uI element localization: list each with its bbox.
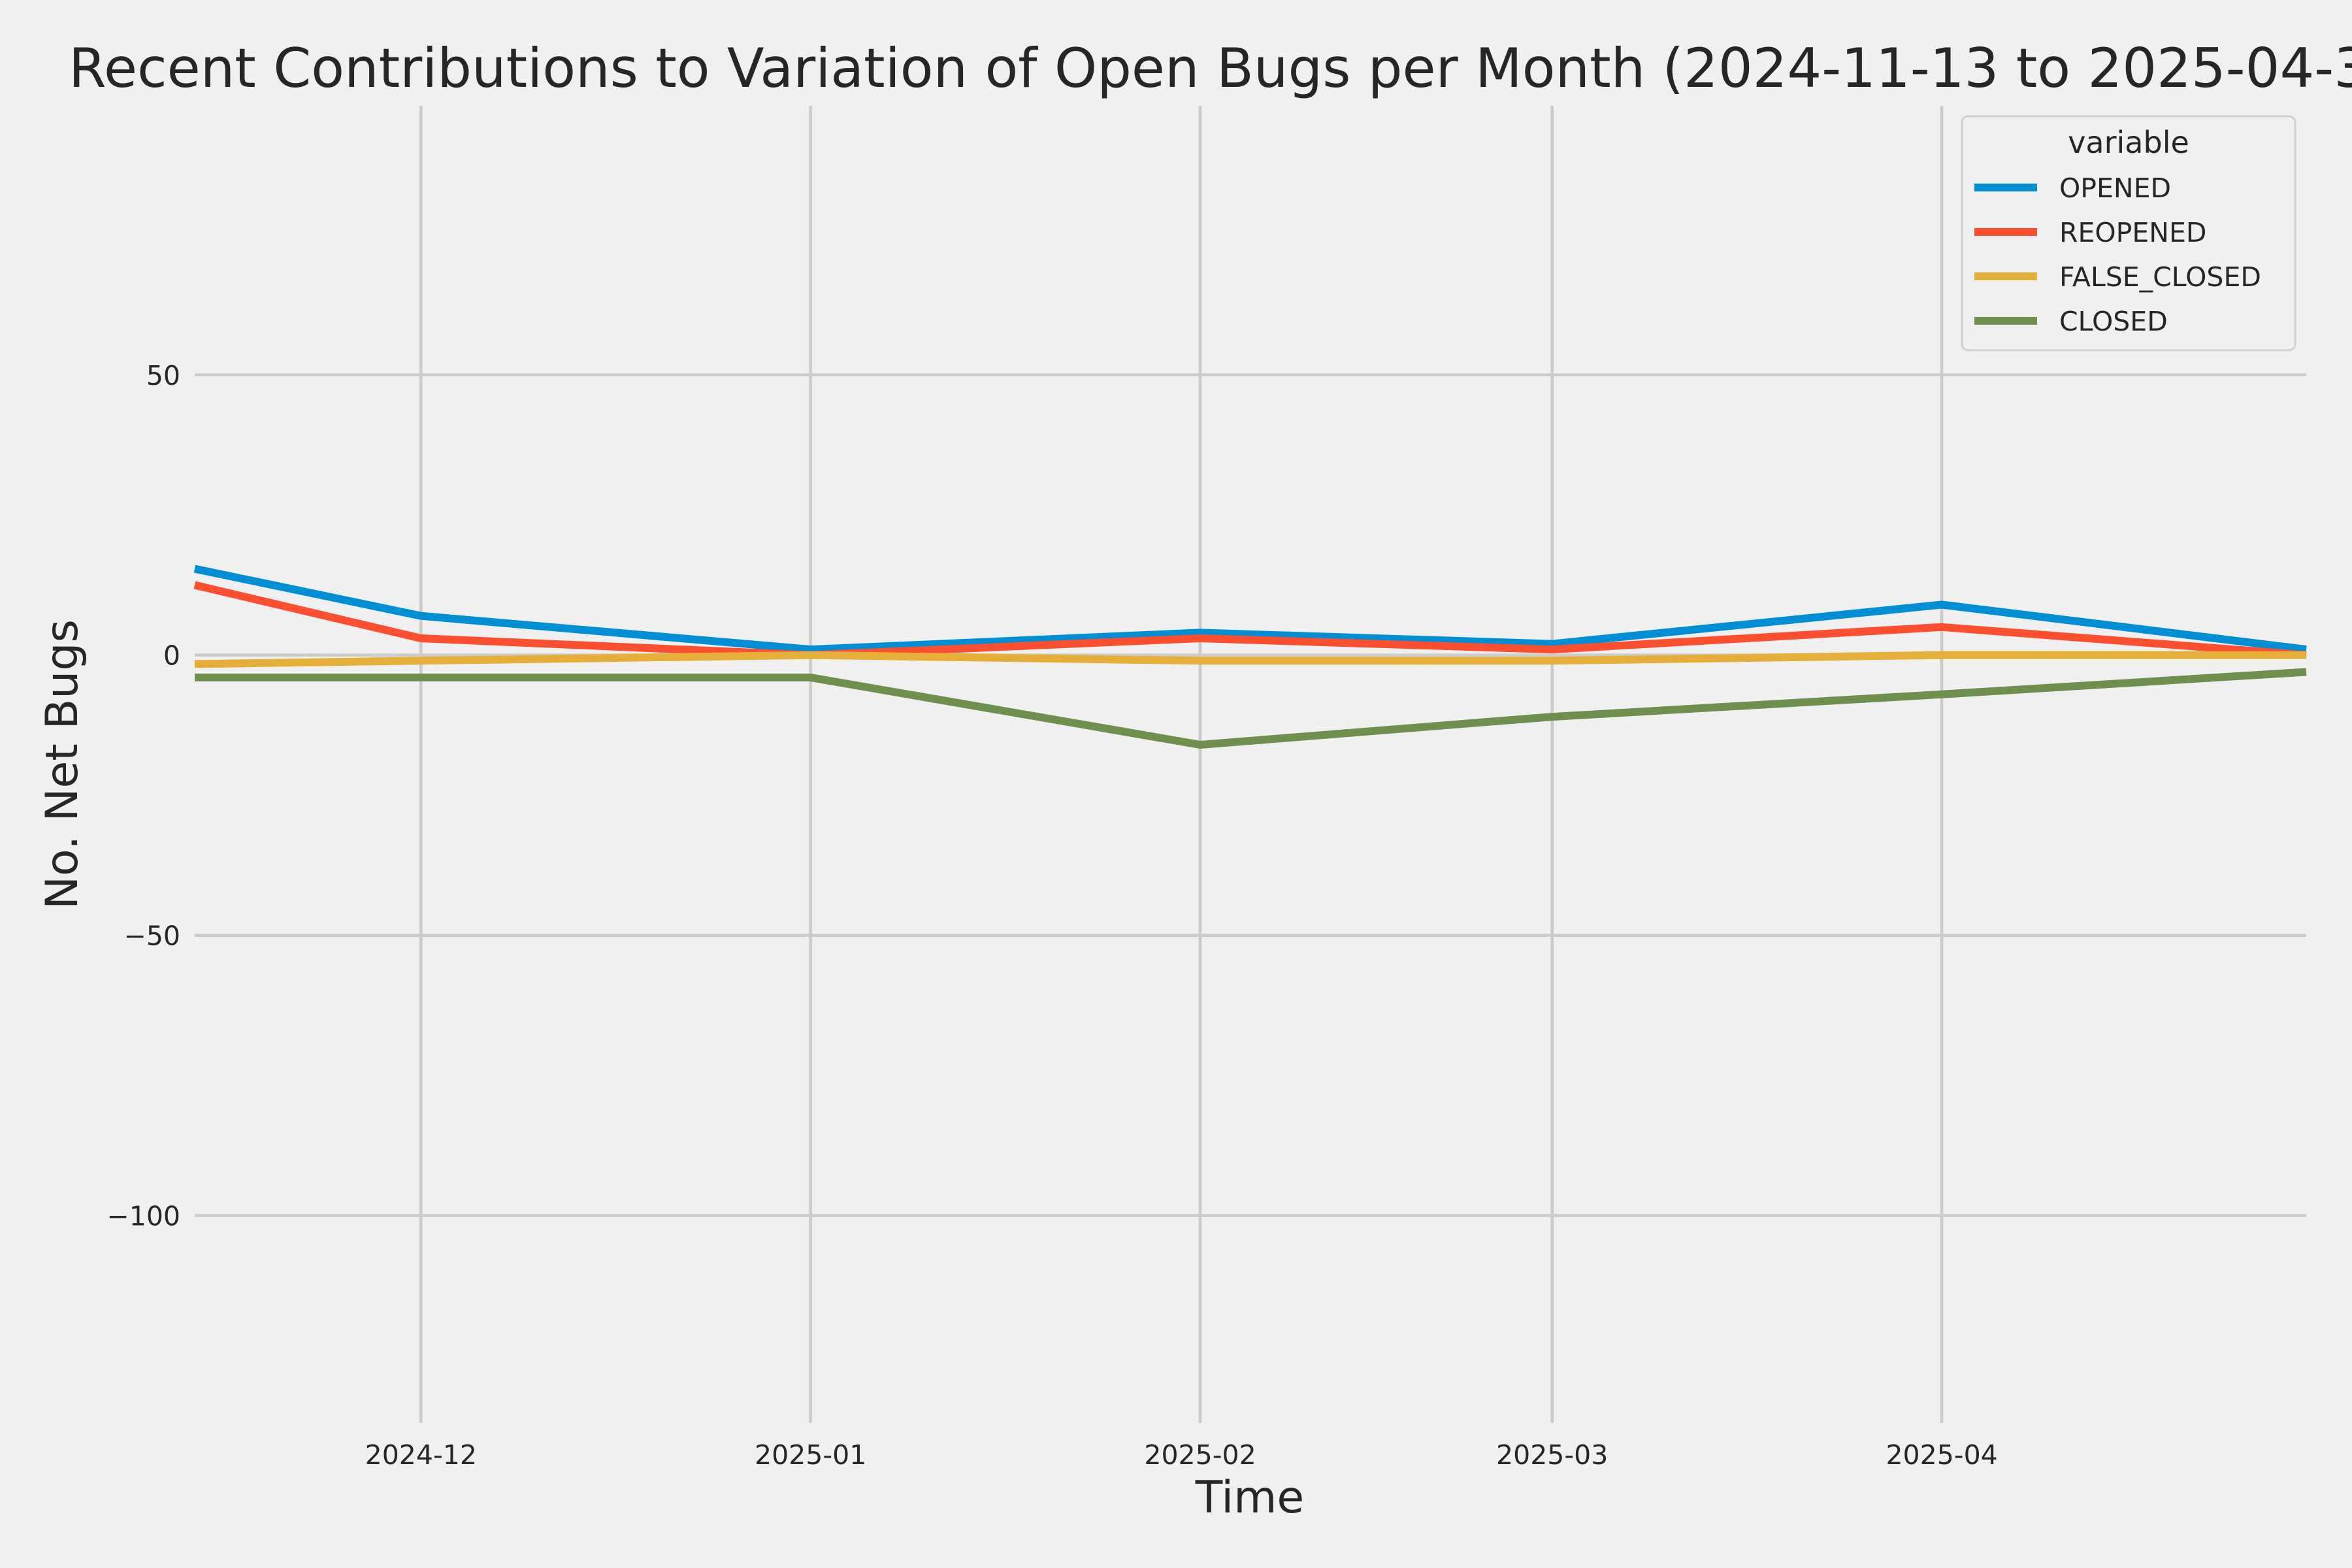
x-tick-label: 2025-01 xyxy=(755,1439,866,1471)
y-tick-label: −50 xyxy=(123,921,180,952)
chart-root: 50 0 −50 −100 2024-12 2025-01 2025-02 2025-03 20… xyxy=(0,0,2352,1568)
legend-title: variable xyxy=(2068,125,2189,160)
line-chart: 50 0 −50 −100 2024-12 2025-01 2025-02 2025-03 20… xyxy=(0,0,2352,1568)
legend-label-closed: CLOSED xyxy=(2059,306,2168,337)
x-tick-label: 2024-12 xyxy=(365,1439,477,1471)
legend: variable OPENED REOPENED FALSE_CLOSED CLOSE… xyxy=(1962,116,2295,350)
x-axis-title: Time xyxy=(1195,1472,1304,1524)
x-tick-label: 2025-04 xyxy=(1886,1439,1997,1471)
x-tick-label: 2025-02 xyxy=(1144,1439,1256,1471)
y-tick-label: −100 xyxy=(106,1201,180,1232)
legend-label-reopened: REOPENED xyxy=(2059,217,2206,248)
legend-label-opened: OPENED xyxy=(2059,172,2171,204)
y-tick-label: 0 xyxy=(163,640,180,672)
legend-label-false-closed: FALSE_CLOSED xyxy=(2059,261,2261,293)
tick-layer: 50 0 −50 −100 2024-12 2025-01 2025-02 2025-03 20… xyxy=(106,360,1997,1471)
chart-title: Recent Contributions to Variation of Ope… xyxy=(69,37,2352,100)
series-line-closed xyxy=(195,672,2306,745)
x-tick-label: 2025-03 xyxy=(1496,1439,1608,1471)
y-axis-title: No. Net Bugs xyxy=(37,619,88,909)
y-tick-label: 50 xyxy=(146,360,180,391)
series-layer xyxy=(195,569,2306,745)
